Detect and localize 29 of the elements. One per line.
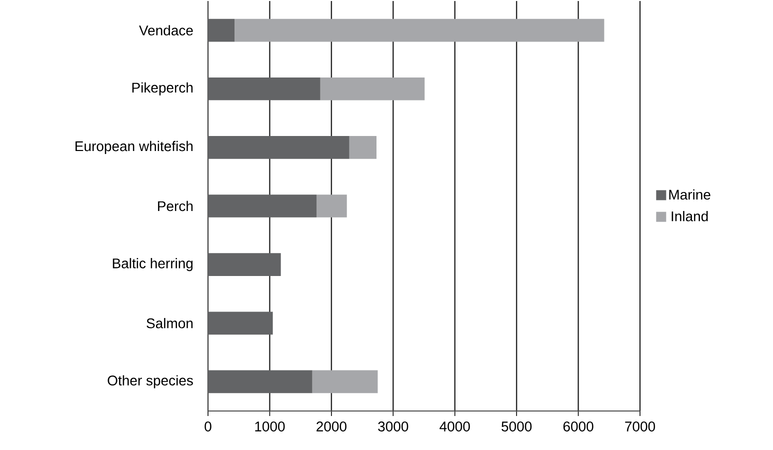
bar [208, 136, 350, 159]
legend-label: Marine [669, 189, 710, 200]
bar [208, 370, 312, 394]
x-tick-label: 6000 [563, 422, 594, 432]
legend-label: Inland [672, 211, 708, 222]
bar [316, 194, 347, 218]
bar [208, 77, 320, 100]
y-tick-label: Salmon [146, 318, 193, 328]
bar [208, 312, 273, 335]
y-tick-label: Pikeperch [132, 82, 193, 96]
x-tick-label: 5000 [502, 422, 532, 432]
x-tick-label: 4000 [440, 422, 470, 432]
bar [208, 194, 317, 218]
bar [349, 136, 376, 159]
x-tick-label: 2000 [316, 422, 346, 432]
y-tick-label: Baltic herring [112, 258, 193, 272]
bar [312, 370, 378, 394]
y-tick-label: European whitefish [76, 140, 193, 154]
y-tick-label: Vendace [139, 25, 193, 36]
bar [234, 18, 604, 42]
bar [208, 253, 281, 276]
y-tick-label: Perch [158, 200, 193, 212]
bar [320, 77, 425, 100]
x-tick-label: 0 [204, 422, 212, 432]
x-tick-label: 3000 [378, 422, 408, 432]
x-tick-label: 7000 [625, 422, 656, 432]
bar [208, 18, 235, 42]
y-tick-label: Other species [108, 375, 193, 388]
x-tick-label: 1000 [255, 422, 285, 432]
